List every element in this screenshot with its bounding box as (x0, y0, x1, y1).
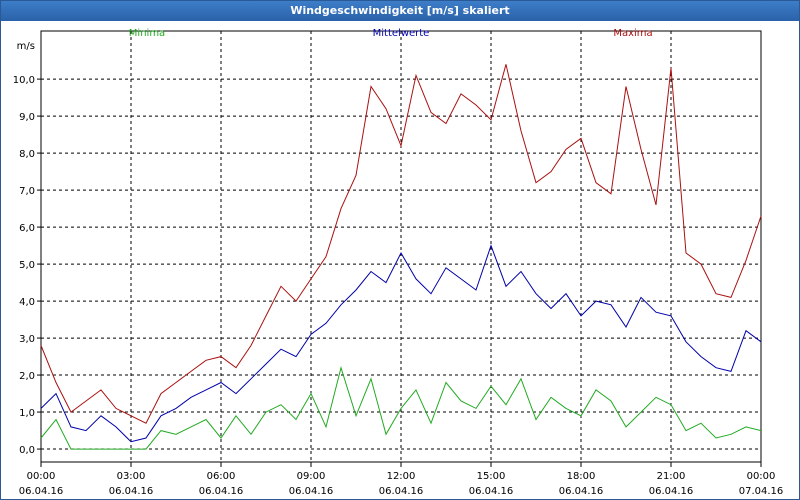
y-tick-label: 4,0 (19, 297, 35, 308)
series-line-mittelwerte (40, 244, 762, 443)
window-title: Windgeschwindigkeit [m/s] skaliert (1, 1, 799, 21)
y-tick-label: 1,0 (19, 408, 35, 419)
series-line-minima (40, 365, 762, 450)
x-tick-time-label: 12:00 (387, 471, 416, 482)
legend-layer: Minima Mittelwerte Maxima (129, 28, 653, 39)
x-tick-time-label: 00:00 (27, 471, 56, 482)
axes-layer: 0,0 1,0 2,0 3,0 4,0 5,0 6,0 7,0 8,0 9,0 10,0 00:00 0… (13, 30, 784, 497)
y-tick-label: 8,0 (19, 149, 35, 160)
grid-layer (41, 31, 761, 462)
y-tick-label: 7,0 (19, 186, 35, 197)
x-tick-date-label: 06.04.16 (19, 486, 64, 497)
series-line-maxima (40, 64, 762, 424)
y-tick-label: 9,0 (19, 112, 35, 123)
x-tick-time-label: 21:00 (657, 471, 686, 482)
legend-minima: Minima (129, 28, 165, 39)
x-tick-date-label: 06.04.16 (469, 486, 514, 497)
legend-mittelwerte: Mittelwerte (373, 28, 430, 39)
x-tick-time-label: 06:00 (207, 471, 236, 482)
y-tick-label: 6,0 (19, 223, 35, 234)
y-tick-label: 10,0 (13, 75, 35, 86)
x-tick-time-label: 18:00 (567, 471, 596, 482)
y-tick-label: 0,0 (19, 445, 35, 456)
x-tick-time-label: 15:00 (477, 471, 506, 482)
wind-speed-chart: 0,0 1,0 2,0 3,0 4,0 5,0 6,0 7,0 8,0 9,0 10,0 00:00 0… (13, 28, 784, 497)
y-tick-label: 5,0 (19, 260, 35, 271)
x-tick-date-label: 06.04.16 (559, 486, 604, 497)
series-layer (40, 64, 762, 450)
y-tick-label: 3,0 (19, 334, 35, 345)
x-tick-time-label: 03:00 (117, 471, 146, 482)
x-tick-date-label: 07.04.16 (739, 486, 784, 497)
y-axis-label: m/s (17, 41, 35, 52)
x-tick-date-label: 06.04.16 (649, 486, 694, 497)
x-tick-date-label: 06.04.16 (199, 486, 244, 497)
y-tick-label: 2,0 (19, 371, 35, 382)
x-tick-date-label: 06.04.16 (289, 486, 334, 497)
x-tick-time-label: 00:00 (747, 471, 776, 482)
x-tick-time-label: 09:00 (297, 471, 326, 482)
legend-maxima: Maxima (613, 28, 652, 39)
x-tick-date-label: 06.04.16 (379, 486, 424, 497)
x-tick-date-label: 06.04.16 (109, 486, 154, 497)
